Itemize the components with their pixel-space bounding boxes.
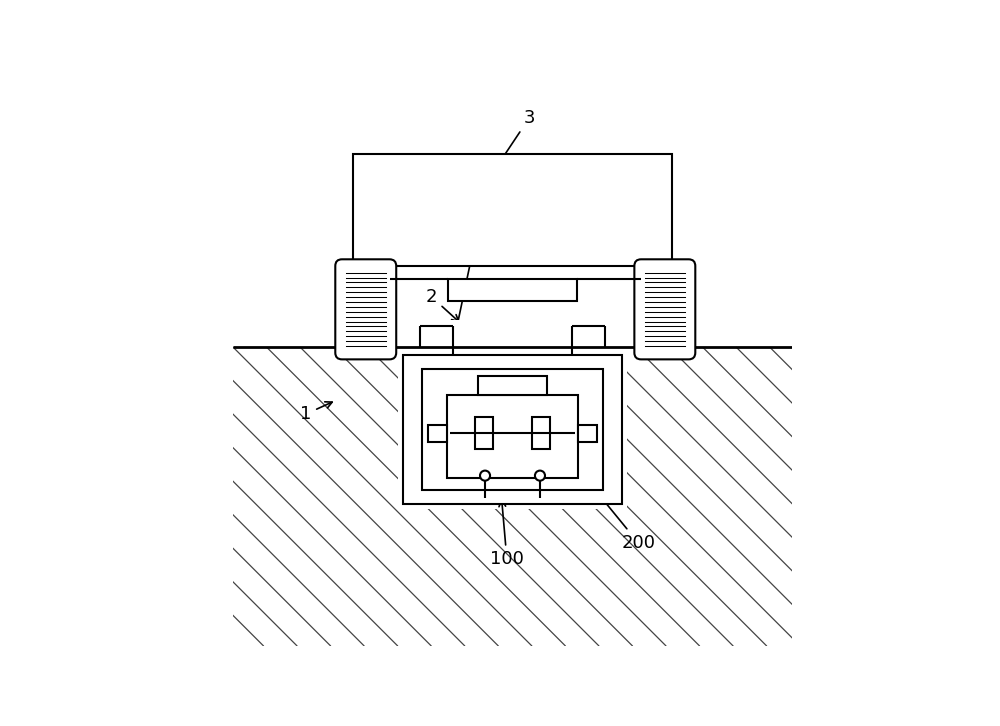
- Text: 2: 2: [426, 287, 459, 322]
- Text: 200: 200: [591, 485, 655, 552]
- FancyBboxPatch shape: [634, 259, 695, 359]
- Bar: [403, 356, 622, 504]
- Bar: [478, 376, 547, 395]
- Bar: [475, 417, 493, 449]
- Bar: [532, 417, 550, 449]
- Text: 100: 100: [490, 499, 524, 568]
- Bar: [420, 320, 605, 347]
- Bar: [398, 312, 627, 509]
- Bar: [578, 425, 597, 442]
- Circle shape: [535, 470, 545, 481]
- Text: 210: 210: [453, 227, 493, 337]
- Bar: [447, 395, 578, 478]
- Text: 3: 3: [482, 109, 535, 189]
- Bar: [422, 370, 603, 489]
- FancyBboxPatch shape: [335, 259, 396, 359]
- Text: 1: 1: [300, 401, 332, 423]
- Bar: [448, 280, 577, 301]
- Bar: [428, 425, 447, 442]
- Circle shape: [480, 470, 490, 481]
- Bar: [353, 154, 672, 266]
